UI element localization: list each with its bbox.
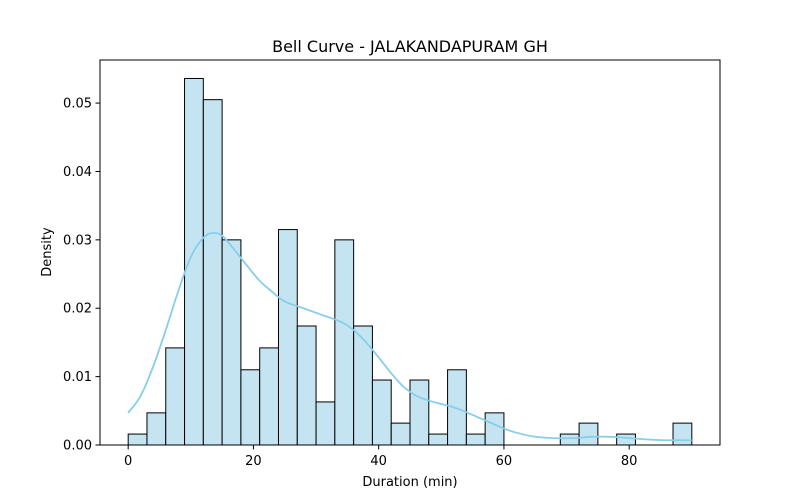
kde-curve bbox=[127, 231, 692, 442]
histogram-bar bbox=[334, 239, 355, 446]
histogram-bar bbox=[221, 239, 242, 446]
x-tick-label: 20 bbox=[245, 454, 262, 469]
kde-curve-group bbox=[127, 231, 692, 442]
y-axis-label: Density bbox=[40, 227, 55, 277]
histogram-bar bbox=[428, 433, 449, 446]
histogram-bar bbox=[578, 422, 599, 446]
x-axis-ticks: 0 20 40 60 80 bbox=[124, 445, 637, 469]
histogram-bar bbox=[240, 369, 261, 446]
x-tick-label: 0 bbox=[124, 454, 132, 469]
y-tick-label: 0.05 bbox=[63, 97, 92, 112]
histogram-bar bbox=[390, 422, 411, 446]
histogram-bar bbox=[484, 412, 505, 446]
histogram-bar bbox=[447, 369, 467, 446]
histogram-bar bbox=[277, 229, 298, 446]
y-tick-label: 0.04 bbox=[63, 165, 92, 180]
histogram-bar bbox=[353, 325, 373, 446]
x-tick-label: 40 bbox=[370, 454, 387, 469]
y-axis-ticks: 0.00 0.01 0.02 0.03 0.04 0.05 bbox=[63, 97, 100, 454]
x-tick-label: 80 bbox=[621, 454, 638, 469]
histogram-bar bbox=[672, 422, 693, 446]
histogram-bar bbox=[296, 325, 317, 446]
histogram-bar bbox=[371, 379, 392, 446]
histogram-bar bbox=[616, 433, 636, 446]
x-axis-label: Duration (min) bbox=[362, 475, 457, 490]
histogram-bar bbox=[559, 433, 580, 446]
histogram-bars bbox=[127, 77, 693, 446]
histogram-bar bbox=[465, 433, 486, 446]
histogram-bar bbox=[184, 77, 204, 446]
histogram-bar bbox=[202, 99, 223, 446]
histogram-bar bbox=[259, 347, 279, 446]
histogram-bar bbox=[165, 347, 186, 446]
x-tick-label: 60 bbox=[496, 454, 513, 469]
y-tick-label: 0.03 bbox=[63, 233, 92, 248]
y-tick-label: 0.02 bbox=[63, 302, 92, 317]
histogram-bar bbox=[315, 401, 336, 446]
histogram-bar bbox=[146, 412, 167, 446]
y-tick-label: 0.01 bbox=[63, 370, 92, 385]
histogram-bar bbox=[409, 379, 430, 446]
chart-title: Bell Curve - JALAKANDAPURAM GH bbox=[272, 37, 548, 56]
plot-frame bbox=[99, 59, 721, 446]
histogram-bar bbox=[127, 433, 148, 446]
y-tick-label: 0.00 bbox=[63, 439, 92, 454]
